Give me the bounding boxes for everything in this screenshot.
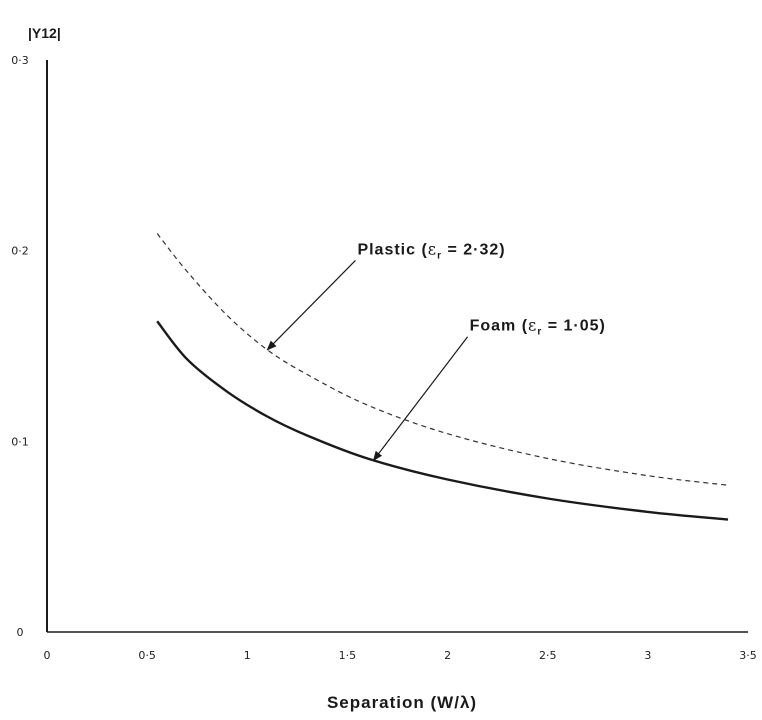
x-axis-label: Separation (W/λ) <box>327 693 477 712</box>
foam-curve <box>156 320 729 521</box>
x-tick-label: 3 <box>644 649 651 662</box>
y-axis-label: |Y12| <box>28 25 61 41</box>
foam-label: Foam (εr = 1·05) <box>470 316 606 338</box>
plastic-arrow <box>266 260 356 351</box>
x-tick-label: 1·5 <box>339 649 357 662</box>
x-tick-label: 3·5 <box>739 649 757 662</box>
annotation-layer: Plastic (εr = 2·32) Foam (εr = 1·05) <box>266 239 606 462</box>
series-layer <box>156 233 729 521</box>
plastic-label: Plastic (εr = 2·32) <box>357 239 505 261</box>
x-tick-label: 2 <box>444 649 451 662</box>
x-tick-label: 0 <box>44 649 51 662</box>
y-tick-label: 0·3 <box>11 54 29 67</box>
y-tick-label: 0·2 <box>11 245 29 258</box>
plastic-curve <box>156 233 729 486</box>
y-tick-label: 0·1 <box>11 435 29 448</box>
x-tick-label: 1 <box>244 649 251 662</box>
x-tick-label: 2·5 <box>539 649 557 662</box>
x-tick-label: 0·5 <box>138 649 156 662</box>
y-tick-label: 0 <box>17 626 24 639</box>
foam-arrow <box>372 336 469 462</box>
y-tick-labels: 0 0·1 0·2 0·3 <box>11 54 29 639</box>
x-tick-labels: 0 0·5 1 1·5 2 2·5 3 3·5 <box>44 649 757 662</box>
